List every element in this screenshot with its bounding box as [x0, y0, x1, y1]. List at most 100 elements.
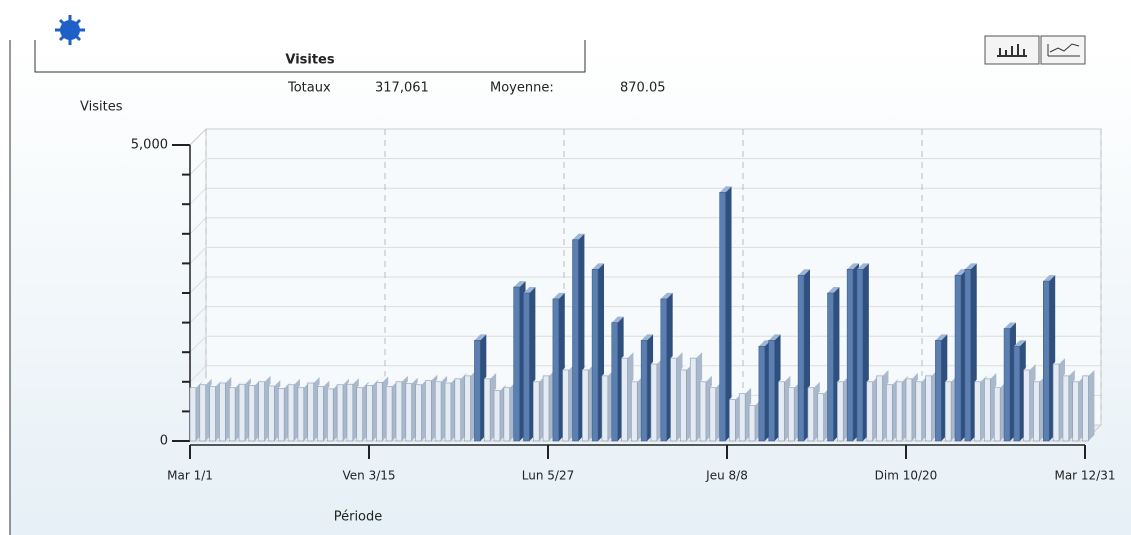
bar-top	[749, 399, 761, 406]
bar	[591, 269, 599, 442]
bar-top	[807, 381, 820, 388]
bar	[483, 378, 491, 442]
bar-top	[1004, 322, 1016, 329]
chart-title: Visites	[285, 53, 335, 68]
x-tick-label: Mar 12/31	[1054, 469, 1115, 483]
bar	[425, 380, 432, 442]
bar	[689, 357, 697, 442]
bar-top	[209, 380, 222, 387]
bar	[562, 369, 569, 442]
bar	[709, 387, 717, 442]
bar	[837, 381, 844, 442]
bar-top	[994, 381, 1007, 388]
bar	[1003, 328, 1011, 442]
bar-top	[503, 381, 516, 388]
bar	[532, 381, 540, 442]
bar	[738, 393, 746, 442]
bar-top	[798, 269, 810, 276]
bar-top	[817, 387, 830, 394]
bar	[503, 387, 511, 442]
bar-top	[356, 381, 369, 388]
bar-top	[572, 233, 585, 240]
bar	[327, 388, 334, 442]
bar	[376, 382, 383, 442]
bar	[523, 292, 530, 442]
bar	[974, 381, 981, 442]
bar-top	[258, 375, 271, 382]
y-axis-label: Visites	[80, 100, 123, 115]
bar-top	[788, 381, 801, 388]
bar	[1062, 375, 1070, 442]
bar	[954, 274, 962, 442]
bar-top	[199, 378, 212, 385]
bar	[631, 381, 638, 442]
bar	[336, 384, 344, 442]
bar-top	[700, 375, 712, 382]
title-box	[34, 40, 586, 73]
summary-value: 317,061	[375, 81, 429, 96]
bar	[287, 384, 295, 442]
bar	[719, 192, 726, 442]
bar-top	[886, 378, 899, 385]
bar-top	[660, 292, 673, 299]
bar	[1023, 369, 1030, 442]
bar	[886, 384, 893, 442]
bar-top	[346, 378, 359, 385]
bar	[915, 381, 922, 442]
y-tick-label: 5,000	[131, 138, 168, 153]
bar-top	[601, 369, 614, 376]
bar	[493, 390, 501, 442]
bar-top	[327, 382, 340, 389]
bar	[307, 382, 314, 442]
bar-top	[955, 269, 967, 276]
bar-top	[778, 375, 791, 382]
bar-view-button[interactable]	[984, 35, 1040, 65]
bar-top	[768, 334, 781, 341]
bar-top	[631, 375, 644, 382]
bar-top	[307, 376, 320, 383]
bar-top	[552, 292, 565, 299]
bar	[925, 375, 932, 442]
bar-top	[405, 377, 418, 384]
bar	[758, 345, 766, 442]
bar-top	[376, 376, 389, 383]
line-view-button[interactable]	[1040, 35, 1086, 65]
bar-side	[725, 186, 732, 441]
bar-top	[827, 287, 840, 293]
bar	[601, 375, 609, 442]
bar	[297, 387, 305, 442]
bar-top	[317, 380, 330, 387]
bar	[984, 378, 991, 442]
bar	[846, 269, 854, 442]
bar-top	[435, 375, 448, 382]
bar-top	[1062, 369, 1075, 376]
bar-top	[837, 375, 850, 382]
bar	[454, 378, 462, 442]
bar	[650, 363, 658, 442]
bar-top	[592, 263, 605, 270]
bar-top	[474, 334, 487, 341]
bar-top	[984, 372, 997, 379]
bar-top	[1082, 369, 1095, 376]
bar	[513, 286, 520, 442]
bar	[405, 383, 412, 442]
bar-top	[454, 372, 467, 379]
bar	[944, 381, 952, 442]
bar-top	[935, 334, 948, 341]
bar-top	[268, 379, 281, 386]
x-tick-label: Ven 3/15	[342, 469, 395, 483]
summary-label: Moyenne:	[490, 81, 554, 96]
bar	[228, 387, 236, 442]
y-tick-label: 0	[160, 434, 168, 449]
bar	[582, 369, 589, 442]
bar	[572, 239, 579, 442]
bar-top	[288, 378, 300, 385]
bar-top	[1053, 358, 1066, 365]
bar-top	[425, 374, 438, 381]
grid-line	[189, 158, 1101, 175]
bar	[268, 385, 275, 442]
bar	[464, 375, 471, 442]
bar	[385, 386, 393, 442]
bar-top	[297, 381, 310, 388]
bar	[866, 381, 873, 442]
